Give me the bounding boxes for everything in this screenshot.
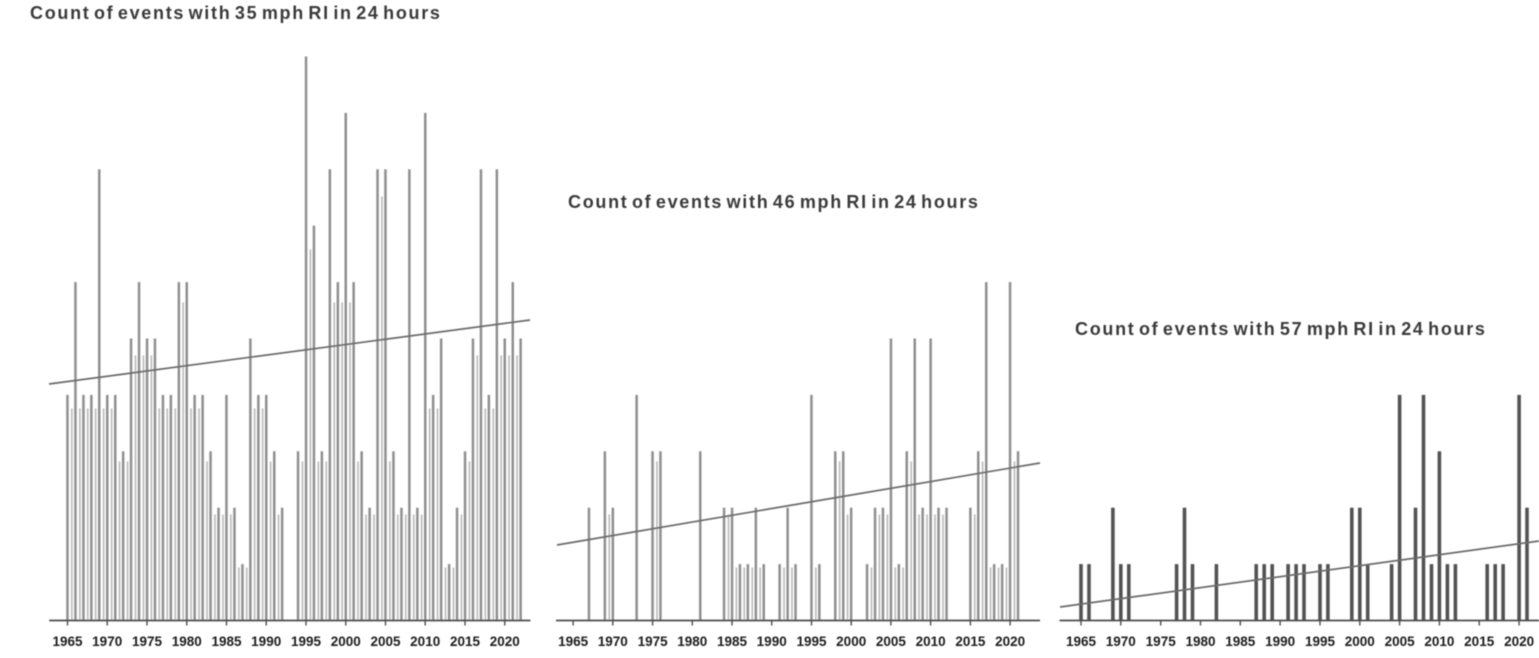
svg-text:2015: 2015 — [955, 634, 986, 649]
svg-text:2020: 2020 — [490, 634, 520, 649]
svg-text:1980: 1980 — [1185, 634, 1215, 649]
svg-text:2015: 2015 — [450, 634, 481, 649]
svg-text:2000: 2000 — [836, 634, 866, 649]
svg-text:Count of events with 46 mph RI: Count of events with 46 mph RI in 24 hou… — [568, 192, 980, 212]
svg-text:Count of events with 35 mph RI: Count of events with 35 mph RI in 24 hou… — [30, 3, 442, 23]
svg-text:2005: 2005 — [370, 634, 401, 649]
svg-text:1980: 1980 — [172, 634, 202, 649]
svg-text:1970: 1970 — [598, 634, 628, 649]
svg-text:2020: 2020 — [1504, 634, 1534, 649]
svg-text:2010: 2010 — [1424, 634, 1454, 649]
svg-text:2005: 2005 — [1385, 634, 1416, 649]
svg-text:1995: 1995 — [291, 634, 322, 649]
svg-text:1980: 1980 — [677, 634, 707, 649]
svg-text:1985: 1985 — [1225, 634, 1256, 649]
svg-text:1965: 1965 — [1066, 634, 1097, 649]
svg-text:1965: 1965 — [52, 634, 83, 649]
svg-text:1990: 1990 — [1265, 634, 1295, 649]
svg-text:1970: 1970 — [92, 634, 122, 649]
svg-text:1985: 1985 — [211, 634, 242, 649]
svg-text:1975: 1975 — [638, 634, 669, 649]
svg-text:1990: 1990 — [757, 634, 787, 649]
svg-text:Count of events with 57 mph RI: Count of events with 57 mph RI in 24 hou… — [1075, 319, 1487, 339]
svg-text:1995: 1995 — [796, 634, 827, 649]
svg-text:1970: 1970 — [1106, 634, 1136, 649]
svg-text:1965: 1965 — [558, 634, 589, 649]
svg-text:1975: 1975 — [1146, 634, 1177, 649]
svg-text:2010: 2010 — [410, 634, 440, 649]
svg-text:1975: 1975 — [132, 634, 163, 649]
svg-text:2015: 2015 — [1464, 634, 1495, 649]
svg-text:2010: 2010 — [916, 634, 946, 649]
svg-text:1990: 1990 — [251, 634, 281, 649]
svg-text:2000: 2000 — [331, 634, 361, 649]
svg-text:2000: 2000 — [1345, 634, 1375, 649]
svg-text:1995: 1995 — [1305, 634, 1336, 649]
svg-text:2005: 2005 — [876, 634, 907, 649]
svg-text:1985: 1985 — [717, 634, 748, 649]
svg-text:2020: 2020 — [995, 634, 1025, 649]
